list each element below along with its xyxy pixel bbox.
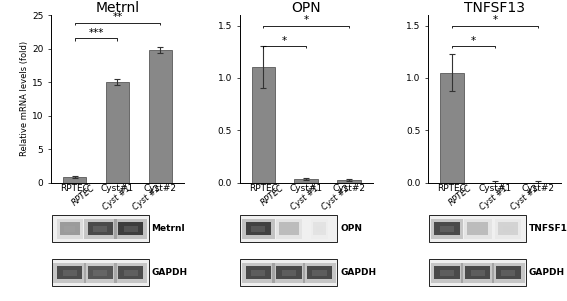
Bar (440, 73, 464, 182)
Text: Cyst #1: Cyst #1 (290, 184, 321, 212)
Text: GAPDH: GAPDH (529, 268, 565, 277)
Bar (52, 215, 149, 242)
Bar (316, 226, 323, 232)
Bar (93, 226, 107, 232)
Bar (149, 50, 172, 182)
Text: Cyst #2: Cyst #2 (509, 184, 540, 212)
Title: Metrnl: Metrnl (95, 1, 139, 15)
Bar (440, 226, 454, 232)
Bar (434, 266, 460, 279)
Bar (242, 219, 275, 239)
Bar (279, 222, 299, 235)
Bar (472, 226, 484, 232)
Bar (118, 222, 143, 235)
Text: OPN: OPN (340, 224, 362, 233)
Text: TNFSF13: TNFSF13 (529, 224, 567, 233)
Bar (430, 262, 463, 283)
Bar (240, 215, 337, 242)
Bar (294, 179, 318, 182)
Bar (252, 67, 275, 182)
Bar (57, 219, 83, 239)
Text: RPTEC: RPTEC (259, 184, 286, 208)
Bar (87, 266, 113, 279)
Bar (63, 177, 86, 182)
Bar (273, 262, 305, 283)
Bar (471, 270, 485, 275)
Bar (84, 219, 117, 239)
Text: Cyst #1: Cyst #1 (101, 184, 132, 212)
Bar (124, 226, 138, 232)
Bar (498, 222, 518, 235)
Bar (60, 222, 80, 235)
Bar (429, 259, 526, 286)
Text: GAPDH: GAPDH (340, 268, 376, 277)
Bar (115, 262, 147, 283)
Bar (276, 219, 302, 239)
Bar (57, 266, 82, 279)
Title: TNFSF13: TNFSF13 (464, 1, 526, 15)
Bar (251, 226, 265, 232)
Text: *: * (492, 15, 497, 25)
Bar (429, 215, 526, 242)
Bar (240, 259, 337, 286)
Bar (242, 262, 275, 283)
Text: *: * (303, 15, 309, 25)
Bar (87, 222, 113, 235)
Bar (465, 266, 490, 279)
Bar (496, 266, 521, 279)
Bar (312, 270, 327, 275)
Bar (303, 262, 336, 283)
Bar (492, 262, 524, 283)
Bar (105, 82, 129, 182)
Bar (124, 270, 138, 275)
Bar (84, 262, 117, 283)
Bar (461, 262, 494, 283)
Text: *: * (282, 36, 287, 46)
Bar (464, 219, 492, 239)
Text: *: * (471, 36, 476, 46)
Bar (246, 222, 271, 235)
Bar (276, 266, 302, 279)
Bar (284, 226, 295, 232)
Bar (64, 226, 75, 232)
Title: OPN: OPN (291, 1, 321, 15)
Bar (467, 222, 488, 235)
Bar (246, 266, 271, 279)
Bar (495, 219, 521, 239)
Bar (115, 219, 147, 239)
Text: **: ** (112, 12, 122, 22)
Text: ***: *** (88, 28, 104, 38)
Bar (502, 226, 514, 232)
Text: Cyst #1: Cyst #1 (479, 184, 510, 212)
Text: GAPDH: GAPDH (151, 268, 188, 277)
Bar (311, 219, 328, 239)
Bar (313, 222, 326, 235)
Bar (440, 270, 454, 275)
Bar (251, 270, 265, 275)
Bar (118, 266, 143, 279)
Bar (282, 270, 296, 275)
Bar (337, 180, 361, 182)
Bar (93, 270, 107, 275)
Text: Cyst #2: Cyst #2 (132, 184, 163, 212)
Bar (307, 266, 332, 279)
Bar (62, 270, 77, 275)
Text: RPTEC: RPTEC (448, 184, 474, 208)
Bar (52, 259, 149, 286)
Bar (434, 222, 460, 235)
Text: Metrnl: Metrnl (151, 224, 185, 233)
Bar (501, 270, 515, 275)
Text: RPTEC: RPTEC (70, 184, 97, 208)
Text: Cyst #2: Cyst #2 (320, 184, 352, 212)
Bar (53, 262, 86, 283)
Bar (430, 219, 463, 239)
Y-axis label: Relative mRNA levels (fold): Relative mRNA levels (fold) (20, 41, 29, 156)
